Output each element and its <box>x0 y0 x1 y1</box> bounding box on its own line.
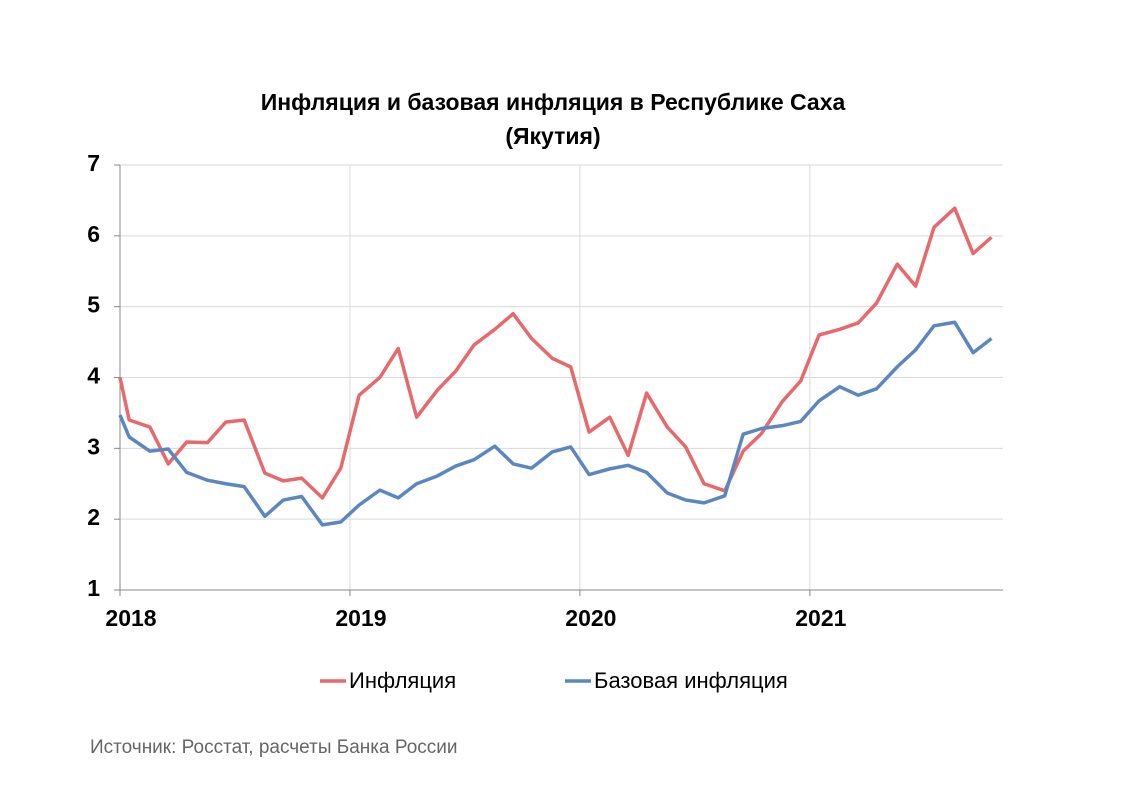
x-tick-label: 2021 <box>795 605 846 631</box>
y-tick-label: 7 <box>87 150 100 176</box>
x-tick-label: 2020 <box>565 605 616 631</box>
y-tick-label: 2 <box>87 504 100 530</box>
data-line <box>118 206 993 500</box>
source-note: Источник: Росстат, расчеты Банка России <box>90 737 458 758</box>
x-tick-label: 2018 <box>105 605 156 631</box>
y-tick-label: 1 <box>87 575 100 601</box>
x-tick-label: 2019 <box>335 605 386 631</box>
y-tick-label: 4 <box>87 363 100 389</box>
chart-title: Инфляция и базовая инфляция в Республике… <box>261 89 846 115</box>
data-line <box>118 320 993 527</box>
chart-title: (Якутия) <box>505 123 600 149</box>
y-tick-label: 5 <box>87 292 100 318</box>
legend-label: Инфляция <box>349 668 456 693</box>
legend-label: Базовая инфляция <box>594 668 788 693</box>
y-tick-label: 3 <box>87 433 100 459</box>
y-tick-label: 6 <box>87 221 100 247</box>
